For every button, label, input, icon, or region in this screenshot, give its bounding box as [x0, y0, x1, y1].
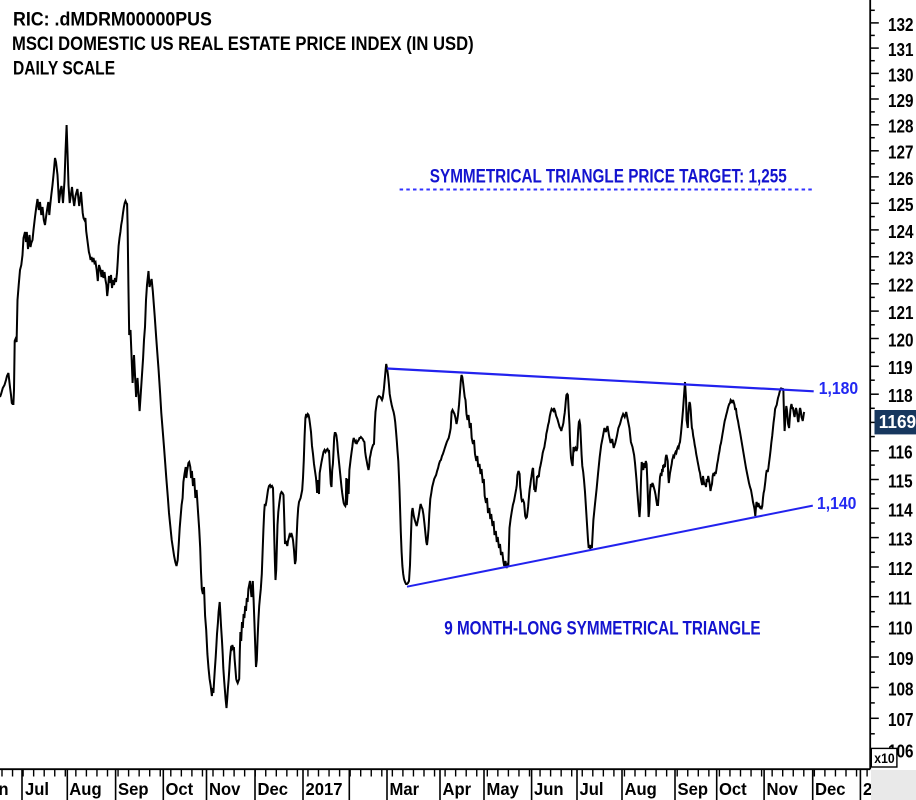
svg-text:Oct: Oct: [719, 779, 747, 800]
svg-text:Jun: Jun: [0, 779, 9, 800]
svg-text:115: 115: [888, 471, 913, 492]
svg-text:132: 132: [888, 14, 913, 35]
svg-text:126: 126: [888, 168, 913, 189]
svg-text:107: 107: [888, 710, 913, 731]
svg-text:Aug: Aug: [69, 779, 101, 800]
svg-text:Jun: Jun: [534, 779, 564, 800]
svg-text:Dec: Dec: [258, 779, 289, 800]
svg-text:Nov: Nov: [209, 779, 241, 800]
svg-text:Aug: Aug: [625, 779, 657, 800]
svg-text:1,180: 1,180: [819, 378, 858, 398]
svg-text:MSCI DOMESTIC US REAL ESTATE P: MSCI DOMESTIC US REAL ESTATE PRICE INDEX…: [12, 33, 474, 54]
svg-text:1169: 1169: [879, 411, 916, 432]
svg-text:110: 110: [888, 618, 913, 639]
svg-text:113: 113: [888, 529, 913, 550]
svg-text:121: 121: [888, 303, 913, 324]
svg-text:9 MONTH-LONG SYMMETRICAL TRIAN: 9 MONTH-LONG SYMMETRICAL TRIANGLE: [444, 617, 760, 639]
svg-text:122: 122: [888, 275, 913, 296]
svg-text:Dec: Dec: [815, 779, 846, 800]
svg-text:123: 123: [888, 248, 913, 269]
svg-text:120: 120: [888, 330, 913, 351]
svg-text:Apr: Apr: [443, 779, 472, 800]
svg-text:111: 111: [888, 588, 912, 609]
svg-text:112: 112: [888, 559, 913, 580]
svg-text:131: 131: [888, 40, 913, 61]
svg-text:108: 108: [888, 679, 913, 700]
svg-text:116: 116: [888, 442, 913, 463]
svg-text:109: 109: [888, 649, 913, 670]
svg-text:119: 119: [888, 358, 913, 379]
svg-text:Nov: Nov: [767, 779, 799, 800]
svg-text:Jul: Jul: [580, 779, 604, 800]
svg-text:127: 127: [888, 142, 913, 163]
svg-text:DAILY SCALE: DAILY SCALE: [13, 57, 115, 79]
svg-text:SYMMETRICAL TRIANGLE PRICE TAR: SYMMETRICAL TRIANGLE PRICE TARGET: 1,255: [430, 165, 787, 187]
svg-text:1,140: 1,140: [817, 493, 856, 513]
svg-text:RIC: .dMDRM00000PUS: RIC: .dMDRM00000PUS: [13, 8, 212, 30]
svg-text:Sep: Sep: [678, 779, 708, 800]
svg-text:130: 130: [888, 65, 913, 86]
svg-text:Sep: Sep: [118, 779, 148, 800]
svg-text:Oct: Oct: [166, 779, 194, 800]
svg-text:118: 118: [888, 386, 913, 407]
svg-text:125: 125: [888, 195, 913, 216]
svg-text:129: 129: [888, 91, 913, 112]
svg-text:2017: 2017: [306, 779, 343, 800]
svg-text:128: 128: [888, 116, 913, 137]
svg-text:114: 114: [888, 500, 913, 521]
svg-text:May: May: [487, 779, 520, 800]
svg-text:x10: x10: [874, 750, 894, 766]
svg-text:124: 124: [888, 221, 914, 242]
svg-text:Mar: Mar: [390, 779, 420, 800]
svg-text:Jul: Jul: [25, 779, 49, 800]
